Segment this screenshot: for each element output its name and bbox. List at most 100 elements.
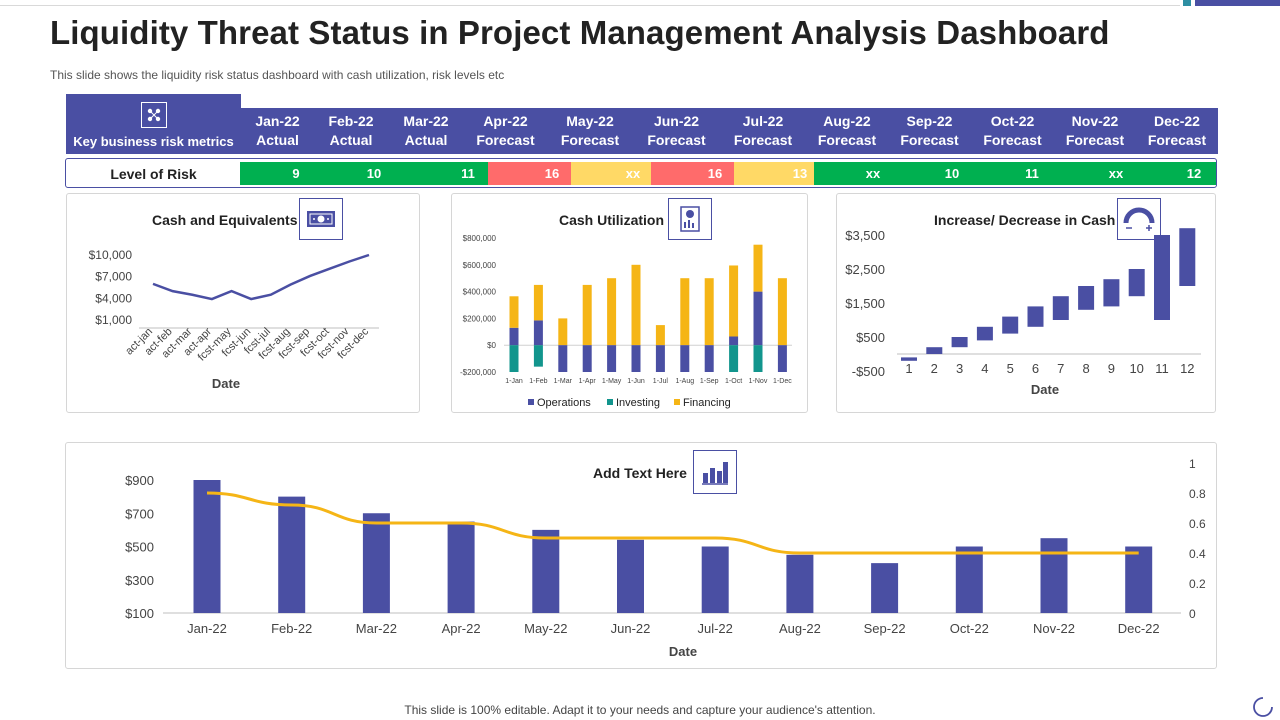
add-ytick-label: $300 xyxy=(125,573,154,588)
cash-series-line xyxy=(152,253,370,301)
risk-cell-4 xyxy=(488,162,571,185)
add-ytick-label: $900 xyxy=(125,473,154,488)
add-ytick-label: $100 xyxy=(125,606,154,621)
cash-x-axis-title: Date xyxy=(212,376,240,391)
header-month-type: Forecast xyxy=(560,132,620,148)
util-legend-label: Operations xyxy=(537,397,591,409)
util-xtick-label: 1-May xyxy=(602,378,622,385)
risk-cell-1 xyxy=(240,162,314,185)
util-ytick-label: $200,000 xyxy=(463,314,497,323)
risk-value-3: 11 xyxy=(461,166,475,181)
add-xtick-label: Jul-22 xyxy=(697,621,732,636)
add-bar xyxy=(362,513,390,613)
cash-equivalents-chart: $1,000$4,000$7,000$10,000act-janact-feba… xyxy=(89,248,379,391)
risk-cell-3 xyxy=(414,162,488,185)
util-bar-financing xyxy=(631,264,641,346)
util-bar-operations xyxy=(509,327,519,346)
util-xtick-label: 1-Nov xyxy=(749,378,768,385)
inc-bar xyxy=(1027,306,1044,327)
risk-cell-9 xyxy=(911,162,991,185)
util-bar-investing xyxy=(704,345,714,372)
inc-bar xyxy=(1002,316,1019,334)
add-bar xyxy=(193,480,221,613)
cash-ytick-label: $4,000 xyxy=(95,291,132,305)
inc-xtick-label: 5 xyxy=(1007,361,1014,376)
risk-row: Level of Risk 9 10 11 16 xx 16 13 xx 10 11 xx 12 xyxy=(65,158,1217,188)
util-bar-financing xyxy=(509,296,519,328)
util-bar-investing xyxy=(582,345,592,372)
cash-ytick-label: $7,000 xyxy=(95,270,132,284)
add-text-chart: $100 $300 $500 $700 $900 0 0.2 0.4 0.6 0.8 1 Jan-22… xyxy=(125,457,1206,659)
util-bar-investing xyxy=(655,345,665,372)
add-bar xyxy=(617,539,644,613)
util-legend-swatch xyxy=(528,399,534,405)
util-xtick-label: 1-Dec xyxy=(773,378,792,385)
inc-xtick-label: 9 xyxy=(1108,361,1115,376)
inc-bar xyxy=(976,326,993,341)
add-y2tick-label: 0 xyxy=(1189,607,1196,621)
cash-ytick-label: $10,000 xyxy=(89,248,133,262)
header-month-11: Nov-22 Forecast xyxy=(1054,112,1136,150)
header-month-name: Mar-22 xyxy=(403,113,449,129)
header-month-type: Forecast xyxy=(1147,132,1207,148)
risk-cell-5 xyxy=(571,162,651,185)
add-xtick-label: Oct-22 xyxy=(950,621,989,636)
risk-cell-7 xyxy=(734,162,814,185)
util-bar-investing xyxy=(631,345,641,372)
inc-xtick-label: 1 xyxy=(905,361,912,376)
util-ytick-label: $400,000 xyxy=(463,288,497,297)
util-xtick-label: 1-Jul xyxy=(653,378,669,385)
header-month-type: Forecast xyxy=(1065,132,1125,148)
util-bar-financing xyxy=(582,284,592,346)
header-month-name: Aug-22 xyxy=(823,113,871,129)
util-bar-financing xyxy=(680,278,690,346)
header-month-3: Mar-22 Actual xyxy=(388,112,464,150)
add-y2tick-label: 0.8 xyxy=(1189,487,1206,501)
util-bar-investing xyxy=(607,345,617,372)
risk-value-2: 10 xyxy=(366,166,382,181)
risk-value-5: xx xyxy=(625,166,641,181)
header-month-12: Dec-22 Forecast xyxy=(1136,112,1218,150)
header-month-name: Feb-22 xyxy=(328,113,374,129)
inc-xtick-label: 2 xyxy=(931,361,938,376)
header-month-type: Forecast xyxy=(817,132,877,148)
header-month-7: Jul-22 Forecast xyxy=(720,112,806,150)
risk-value-8: xx xyxy=(865,166,881,181)
cash-ytick-label: $1,000 xyxy=(95,313,132,327)
add-ytick-label: $500 xyxy=(125,540,154,555)
util-bar-financing xyxy=(533,284,543,321)
add-bar xyxy=(786,554,814,613)
add-bar xyxy=(532,529,560,613)
inc-xtick-label: 8 xyxy=(1082,361,1089,376)
header-month-1: Jan-22 Actual xyxy=(241,112,314,150)
util-bar-investing xyxy=(509,345,519,372)
risk-cell-12 xyxy=(1151,162,1216,185)
util-bar-operations xyxy=(533,320,543,346)
header-month-2: Feb-22 Actual xyxy=(314,112,388,150)
page-title: Liquidity Threat Status in Project Manag… xyxy=(50,14,1110,51)
inc-bar xyxy=(1179,228,1196,286)
util-xtick-label: 1-Oct xyxy=(725,378,742,385)
util-bar-investing xyxy=(558,345,568,372)
add-x-axis-title: Date xyxy=(669,644,697,659)
risk-value-6: 16 xyxy=(707,166,723,181)
add-bar xyxy=(447,521,475,613)
add-bar xyxy=(701,546,729,613)
risk-value-1: 9 xyxy=(292,166,300,181)
header-month-name: Jul-22 xyxy=(742,113,784,129)
add-y2tick-label: 0.2 xyxy=(1189,577,1206,591)
util-bar-investing xyxy=(753,345,763,372)
add-xtick-label: Mar-22 xyxy=(356,621,397,636)
metrics-header: Key business risk metrics Jan-22 Actual Fe… xyxy=(66,102,1218,154)
header-month-10: Oct-22 Forecast xyxy=(971,112,1054,150)
util-bar-financing xyxy=(558,318,568,346)
util-xtick-label: 1-Feb xyxy=(529,378,547,385)
util-xtick-label: 1-Apr xyxy=(579,378,597,385)
risk-cell-6 xyxy=(651,162,734,185)
inc-ytick-label: $3,500 xyxy=(845,228,885,243)
util-bar-operations xyxy=(753,291,763,346)
add-xtick-label: May-22 xyxy=(524,621,567,636)
inc-ytick-label: -$500 xyxy=(852,364,885,379)
add-series-line xyxy=(206,491,1139,555)
add-bar xyxy=(1040,538,1068,613)
